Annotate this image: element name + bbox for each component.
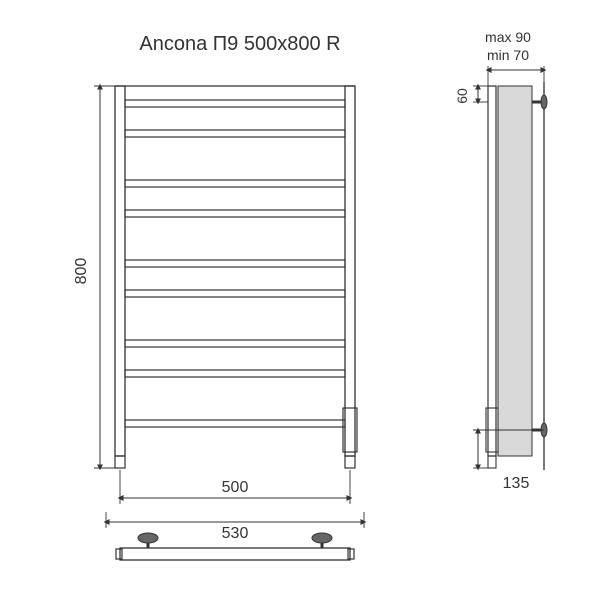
dim-width-500: 500 (222, 479, 249, 496)
dim-mount-60: 60 (454, 88, 470, 104)
dim-depth-min: min 70 (487, 47, 529, 63)
dim-135: 135 (503, 475, 530, 492)
dim-width-530: 530 (222, 525, 249, 542)
dim-height: 800 (73, 258, 90, 285)
product-title: Ancona П9 500x800 R (139, 33, 340, 55)
diagram-canvas: Ancona П9 500x800 R 800 500 530 max 90 min 70… (0, 0, 600, 600)
dim-depth-max: max 90 (485, 29, 531, 45)
